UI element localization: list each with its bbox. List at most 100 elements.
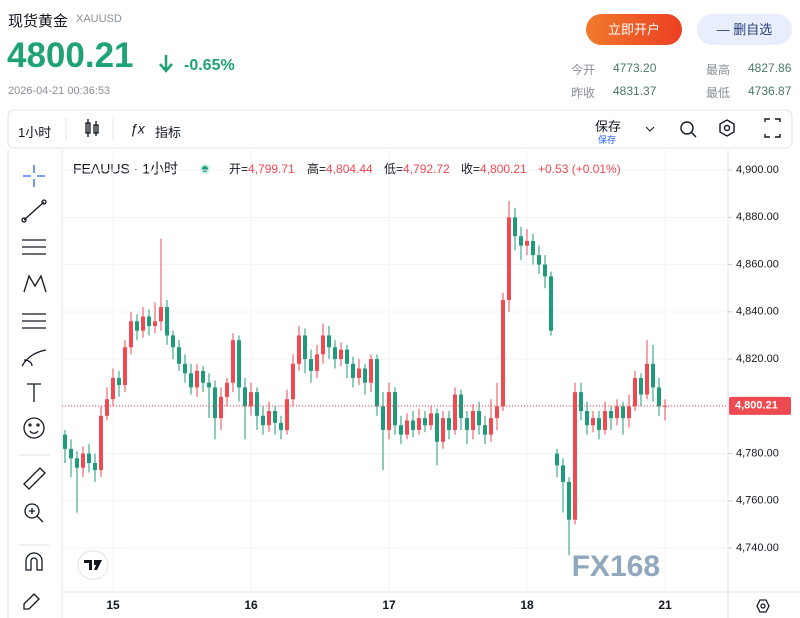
candle-body (639, 377, 643, 395)
candle-body (69, 448, 73, 459)
candle-body (201, 370, 205, 383)
legend-label: 低= (384, 162, 403, 176)
ohlc-legend: 低=4,792.72 (384, 162, 450, 176)
change: -0.65% (184, 57, 235, 74)
candle-body (381, 406, 385, 430)
candle-body (315, 354, 319, 371)
candle-body (531, 240, 535, 256)
candle-body (657, 387, 661, 407)
candle-body (513, 217, 517, 237)
candle-body (633, 377, 637, 407)
candle-body (117, 377, 121, 386)
candle-body (147, 316, 151, 326)
indicators[interactable]: 指标 (155, 125, 182, 140)
y-tick-label: 4,860.00 (736, 258, 779, 270)
candle-body (609, 411, 613, 419)
ohlc-legend: 收=4,800.21 (461, 162, 527, 176)
last-price-label: 4,800.21 (735, 400, 778, 412)
interval[interactable]: 1小时 (18, 125, 52, 140)
candle-body (165, 307, 169, 336)
candle-body (291, 363, 295, 400)
stat-label: 最高 (706, 63, 731, 77)
open-account-button[interactable]: 立即开户 (586, 14, 682, 45)
candle-body (183, 363, 187, 374)
candle-body (303, 335, 307, 360)
button-label: 删自选 (733, 22, 773, 37)
candle-body (447, 418, 451, 430)
title: 现货黄金 (8, 13, 69, 30)
candle-body (375, 359, 379, 407)
candle-body (81, 453, 85, 468)
symbol-title: FEAUUS · 1小时 (73, 161, 178, 177)
fx-icon[interactable]: ƒx (130, 121, 146, 137)
candle-body (75, 458, 79, 468)
candle-body (429, 413, 433, 426)
candle-body (111, 377, 115, 400)
candle-body (489, 418, 493, 435)
save[interactable]: 保存 (595, 119, 622, 134)
legend-label: 开= (229, 162, 248, 176)
candle-body (561, 465, 565, 482)
candle-body (99, 415, 103, 471)
chevron[interactable] (645, 126, 655, 132)
candle-body (393, 392, 397, 426)
candle-body (93, 463, 97, 471)
candle-body (87, 453, 91, 464)
candle-body (231, 340, 235, 383)
candle-body (267, 411, 271, 426)
candle-body (579, 392, 583, 412)
legend-label: 高= (307, 161, 326, 176)
legend-value: 4,799.71 (248, 162, 295, 176)
candle-body (399, 425, 403, 435)
candle-body (63, 434, 67, 449)
toolbar-icons[interactable] (680, 118, 781, 138)
candle-body (471, 411, 475, 430)
candle-body (597, 418, 601, 430)
candle-body (585, 411, 589, 426)
y-tick-label: 4,780.00 (736, 447, 779, 459)
candle-body (411, 420, 415, 430)
candle-body (621, 406, 625, 419)
candle-body (249, 392, 253, 407)
legend-change: +0.53 (+0.01%) (538, 162, 621, 176)
timestamp: 2026-04-21 00:36:53 (8, 85, 111, 97)
candle-body (591, 418, 595, 426)
tv-logo (77, 550, 109, 580)
symbol: XAUUSD (76, 13, 122, 25)
candle-body (369, 359, 373, 383)
candle-body (321, 335, 325, 355)
candle-body (309, 359, 313, 371)
candle-body (453, 394, 457, 430)
settings-icon[interactable] (756, 599, 770, 613)
save-sub: 保存 (598, 135, 617, 145)
y-tick-label: 4,880.00 (736, 211, 779, 223)
candle-body (243, 387, 247, 407)
candle-body (213, 387, 217, 419)
watermark: FX168 (572, 550, 660, 583)
candle-body (339, 349, 343, 360)
candle-body (525, 240, 529, 246)
remove-watchlist-button[interactable]: — 删自选 (697, 14, 792, 45)
ohlc-legend: 高=4,804.44 (307, 161, 373, 176)
candle-body (567, 481, 571, 520)
candle-body (135, 321, 139, 331)
y-tick-label: 4,740.00 (736, 542, 779, 554)
stat-label: 昨收 (571, 86, 596, 100)
candle-body (603, 411, 607, 430)
candle-body (141, 316, 145, 331)
candle-body (519, 236, 523, 246)
candle-body (279, 422, 283, 430)
candle-body (483, 425, 487, 435)
candle-body (573, 392, 577, 520)
y-tick-label: 4,840.00 (736, 306, 779, 318)
candle-body (219, 396, 223, 419)
candle-icon[interactable] (85, 119, 99, 137)
candle-body (627, 406, 631, 419)
x-tick-label: 21 (658, 598, 672, 612)
candle-body (123, 347, 127, 386)
x-tick-label: 18 (520, 598, 534, 612)
x-tick-label: 17 (382, 598, 396, 612)
candle-body (417, 418, 421, 430)
drawing-tools[interactable] (21, 165, 47, 610)
